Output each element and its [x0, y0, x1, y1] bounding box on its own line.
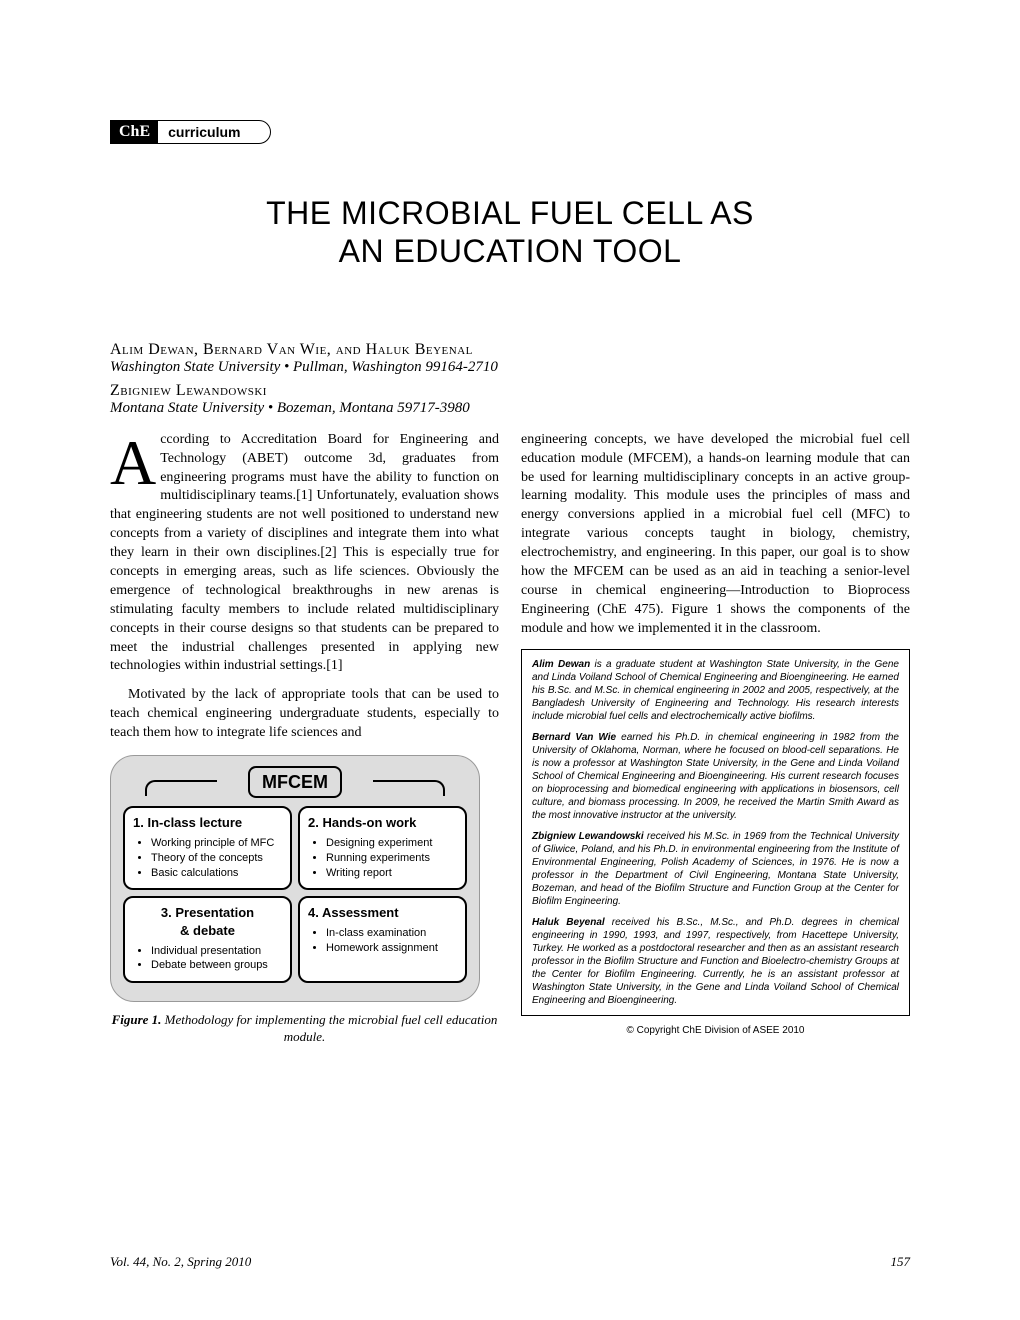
figure-label: Figure 1.	[112, 1012, 162, 1027]
dropcap: A	[110, 431, 160, 488]
cell-2-title: 2. Hands-on work	[308, 814, 457, 832]
article-title: THE MICROBIAL FUEL CELL AS AN EDUCATION …	[110, 194, 910, 271]
column-right: engineering concepts, we have developed …	[521, 431, 910, 1046]
copyright: © Copyright ChE Division of ASEE 2010	[521, 1024, 910, 1038]
mfcem-grid: 1. In-class lecture Working principle of…	[123, 806, 467, 983]
cell-3-title-l2: & debate	[180, 923, 235, 938]
mfcem-cell-4: 4. Assessment In-class examination Homew…	[298, 896, 467, 983]
bio-3: Zbigniew Lewandowski received his M.Sc. …	[532, 830, 899, 908]
list-item: Basic calculations	[151, 866, 282, 881]
author-bio-box: Alim Dewan is a graduate student at Wash…	[521, 649, 910, 1016]
cell-1-title: 1. In-class lecture	[133, 814, 282, 832]
cell-3-title: 3. Presentation & debate	[133, 904, 282, 939]
authors-2: Zbigniew Lewandowski	[110, 382, 910, 400]
section-badge: ChE curriculum	[110, 120, 271, 144]
mfcem-cell-1: 1. In-class lecture Working principle of…	[123, 806, 292, 890]
list-item: Working principle of MFC	[151, 836, 282, 851]
body-columns: According to Accreditation Board for Eng…	[110, 431, 910, 1046]
list-item: Running experiments	[326, 851, 457, 866]
bio-4: Haluk Beyenal received his B.Sc., M.Sc.,…	[532, 916, 899, 1007]
list-item: In-class examination	[326, 926, 457, 941]
bio-4-name: Haluk Beyenal	[532, 917, 605, 928]
bio-2-name: Bernard Van Wie	[532, 732, 616, 743]
bio-2-text: earned his Ph.D. in chemical engineering…	[532, 732, 899, 821]
bio-1-name: Alim Dewan	[532, 659, 590, 670]
badge-box: ChE	[111, 121, 158, 143]
authors-1: Alim Dewan, Bernard Van Wie, and Haluk B…	[110, 341, 910, 359]
para-2: Motivated by the lack of appropriate too…	[110, 686, 499, 743]
mfcem-diagram: MFCEM 1. In-class lecture Working princi…	[110, 755, 480, 1002]
para-3: engineering concepts, we have developed …	[521, 431, 910, 639]
list-item: Homework assignment	[326, 941, 457, 956]
page-number: 157	[891, 1254, 911, 1270]
cell-4-title: 4. Assessment	[308, 904, 457, 922]
list-item: Debate between groups	[151, 958, 282, 973]
cell-3-list: Individual presentation Debate between g…	[133, 944, 282, 974]
page: ChE curriculum THE MICROBIAL FUEL CELL A…	[0, 0, 1020, 1320]
mfcem-label: MFCEM	[248, 766, 342, 798]
bio-3-name: Zbigniew Lewandowski	[532, 831, 644, 842]
cell-3-title-l1: 3. Presentation	[161, 905, 254, 920]
badge-label: curriculum	[158, 122, 270, 142]
mfcem-cell-2: 2. Hands-on work Designing experiment Ru…	[298, 806, 467, 890]
issue-info: Vol. 44, No. 2, Spring 2010	[110, 1254, 251, 1270]
title-line-2: AN EDUCATION TOOL	[339, 233, 682, 269]
column-left: According to Accreditation Board for Eng…	[110, 431, 499, 1046]
author-block: Alim Dewan, Bernard Van Wie, and Haluk B…	[110, 341, 910, 417]
list-item: Individual presentation	[151, 944, 282, 959]
para-1-text: ccording to Accreditation Board for Engi…	[110, 432, 499, 674]
list-item: Designing experiment	[326, 836, 457, 851]
cell-2-list: Designing experiment Running experiments…	[308, 836, 457, 881]
para-1: According to Accreditation Board for Eng…	[110, 431, 499, 677]
list-item: Writing report	[326, 866, 457, 881]
mfcem-cell-3: 3. Presentation & debate Individual pres…	[123, 896, 292, 983]
figure-1-caption: Figure 1. Methodology for implementing t…	[110, 1012, 499, 1046]
bio-4-text: received his B.Sc., M.Sc., and Ph.D. deg…	[532, 917, 899, 1006]
cell-4-list: In-class examination Homework assignment	[308, 926, 457, 956]
list-item: Theory of the concepts	[151, 851, 282, 866]
affiliation-2: Montana State University • Bozeman, Mont…	[110, 400, 910, 417]
cell-1-list: Working principle of MFC Theory of the c…	[133, 836, 282, 881]
affiliation-1: Washington State University • Pullman, W…	[110, 359, 910, 376]
mfcem-header: MFCEM	[123, 766, 467, 806]
title-line-1: THE MICROBIAL FUEL CELL AS	[266, 195, 754, 231]
page-footer: Vol. 44, No. 2, Spring 2010 157	[110, 1254, 910, 1270]
figure-1: MFCEM 1. In-class lecture Working princi…	[110, 755, 499, 1046]
bio-2: Bernard Van Wie earned his Ph.D. in chem…	[532, 731, 899, 822]
figure-caption-text: Methodology for implementing the microbi…	[161, 1012, 497, 1044]
bio-1: Alim Dewan is a graduate student at Wash…	[532, 658, 899, 723]
